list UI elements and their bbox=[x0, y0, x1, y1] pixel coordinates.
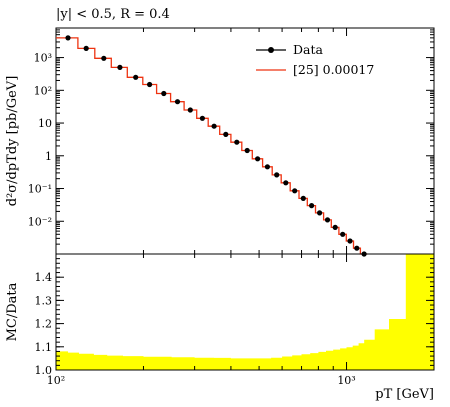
main-y-tick-label: 10⁻¹ bbox=[28, 183, 52, 196]
data-point bbox=[199, 115, 205, 121]
ratio-plot-frame bbox=[55, 253, 435, 371]
x-axis-label: pT [GeV] bbox=[375, 387, 434, 402]
data-point bbox=[187, 107, 193, 113]
ratio-y-tick-label: 1.0 bbox=[35, 364, 53, 377]
ratio-y-axis-label: MC/Data bbox=[5, 282, 20, 341]
main-x-ticks bbox=[55, 28, 435, 254]
data-point bbox=[223, 131, 229, 137]
ratio-y-tick-label: 1.3 bbox=[35, 294, 53, 307]
ratio-y-tick-label: 1.1 bbox=[35, 341, 53, 354]
data-point bbox=[332, 224, 338, 230]
data-point bbox=[234, 139, 240, 145]
ratio-plot-panel: 1.0 1.1 1.2 1.3 1.4 10² 10³ bbox=[35, 253, 435, 387]
data-point bbox=[255, 156, 261, 162]
main-y-tick-label: 10² bbox=[34, 84, 52, 97]
legend-data-label: Data bbox=[293, 42, 323, 57]
x-tick-label: 10³ bbox=[337, 374, 355, 387]
chart-title: |y| < 0.5, R = 0.4 bbox=[56, 7, 170, 22]
legend-prediction-label: [25] 0.00017 bbox=[293, 62, 374, 77]
ratio-y-tick-label: 1.4 bbox=[35, 271, 53, 284]
data-points bbox=[65, 35, 367, 257]
data-point bbox=[147, 81, 153, 88]
data-point bbox=[283, 180, 289, 186]
main-y-ticks: 10⁻² 10⁻¹ 1 10 10² 10³ bbox=[28, 27, 434, 245]
data-point bbox=[65, 35, 71, 41]
data-point bbox=[309, 203, 315, 209]
ratio-y-tick-label: 1.2 bbox=[35, 318, 53, 331]
data-point bbox=[354, 245, 360, 251]
data-point bbox=[244, 147, 250, 154]
main-y-tick-label: 10⁻² bbox=[28, 215, 52, 228]
legend: Data [25] 0.00017 bbox=[256, 42, 374, 77]
data-point bbox=[161, 90, 167, 97]
data-point bbox=[292, 188, 298, 194]
ratio-band-area bbox=[56, 254, 434, 370]
x-tick-label: 10² bbox=[47, 374, 65, 387]
data-point bbox=[174, 99, 181, 105]
data-point bbox=[133, 74, 139, 80]
ratio-y-ticks: 1.0 1.1 1.2 1.3 1.4 bbox=[35, 258, 434, 377]
data-point bbox=[101, 55, 107, 61]
data-point bbox=[264, 164, 270, 170]
main-y-axis-label: d²σ/dpTdy [pb/GeV] bbox=[5, 76, 20, 207]
data-point bbox=[340, 231, 346, 237]
legend-data-marker bbox=[268, 47, 274, 53]
data-point bbox=[347, 238, 353, 244]
data-point bbox=[211, 123, 217, 129]
data-point bbox=[117, 64, 123, 70]
prediction-step-line bbox=[56, 37, 368, 255]
data-point bbox=[324, 217, 331, 223]
main-y-tick-label: 10 bbox=[38, 117, 52, 130]
main-y-tick-label: 10³ bbox=[34, 52, 52, 65]
ratio-x-ticks: 10² 10³ bbox=[47, 254, 435, 387]
main-plot-frame bbox=[55, 27, 435, 255]
main-plot-panel: 10⁻² 10⁻¹ 1 10 10² 10³ Data [25] 0.00017 bbox=[28, 27, 435, 257]
data-point bbox=[83, 45, 89, 52]
ratio-band bbox=[56, 254, 434, 370]
data-point bbox=[317, 210, 323, 216]
prediction-step-path bbox=[56, 37, 368, 255]
data-point bbox=[300, 195, 306, 201]
data-point bbox=[274, 172, 280, 178]
main-y-tick-label: 1 bbox=[45, 150, 52, 163]
